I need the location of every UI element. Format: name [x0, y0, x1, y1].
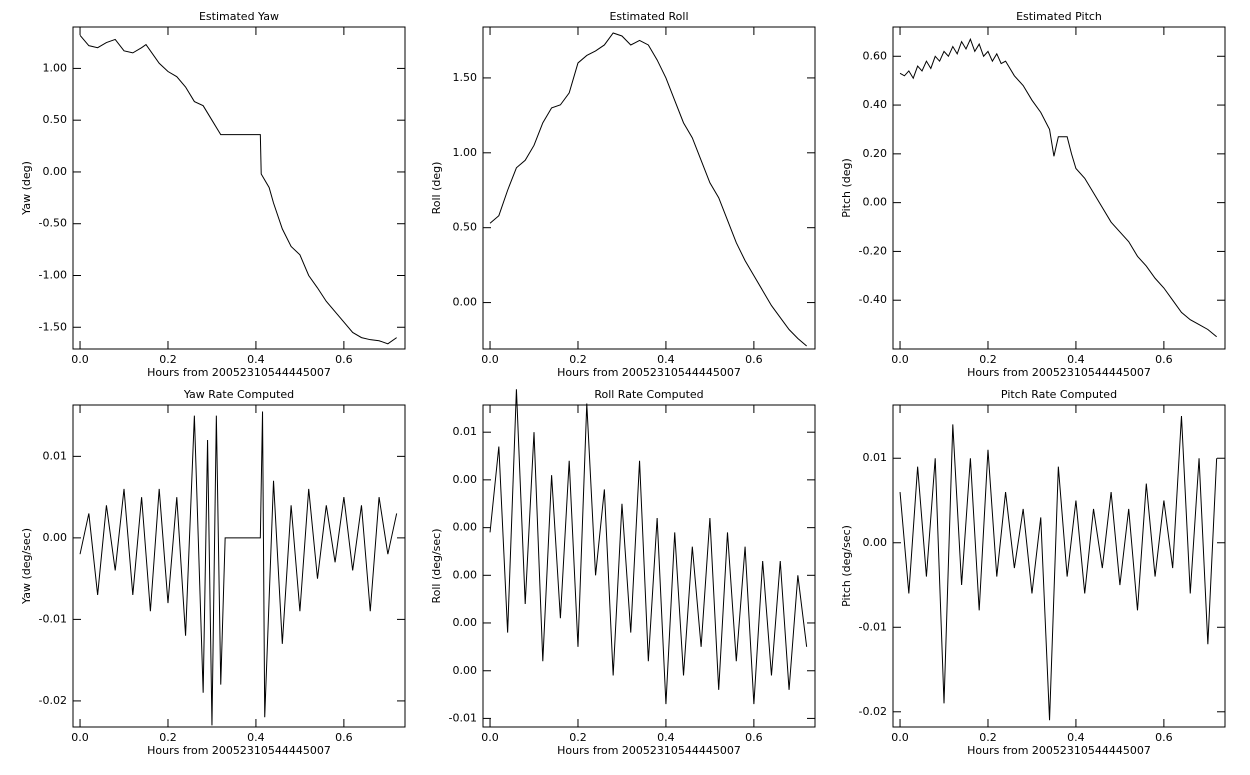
y-tick-label: 0.00 [863, 196, 888, 209]
x-tick-label: 0.6 [745, 731, 763, 744]
chart-title: Estimated Pitch [1016, 10, 1102, 23]
data-line [899, 37, 1217, 338]
x-tick-label: 0.4 [247, 731, 265, 744]
x-tick-label: 0.0 [891, 353, 909, 366]
data-line [489, 389, 808, 705]
plot-frame [482, 26, 816, 350]
x-tick-label: 0.0 [481, 353, 499, 366]
x-tick-label: 0.4 [657, 353, 675, 366]
x-tick-label: 0.0 [891, 731, 909, 744]
y-tick-label: 0.20 [863, 147, 888, 160]
y-tick-label: 0.00 [453, 616, 478, 629]
x-tick-label: 0.4 [247, 353, 265, 366]
y-tick-label: -1.50 [39, 320, 67, 333]
data-line [899, 415, 1218, 721]
x-tick-label: 0.2 [979, 353, 997, 366]
x-tick-label: 0.0 [71, 731, 89, 744]
y-tick-label: 1.00 [453, 146, 478, 159]
y-tick-label: 1.00 [43, 61, 68, 74]
x-tick-label: 0.4 [657, 731, 675, 744]
x-tick-label: 0.2 [979, 731, 997, 744]
y-axis-label: Yaw (deg/sec) [20, 528, 33, 605]
x-axis-label: Hours from 20052310544445007 [967, 744, 1151, 757]
plot-frame [892, 26, 1226, 350]
y-tick-label: -0.40 [859, 293, 887, 306]
y-tick-label: -0.02 [39, 694, 67, 707]
y-tick-label: -0.01 [859, 620, 887, 633]
y-tick-label: 0.00 [453, 473, 478, 486]
x-axis-label: Hours from 20052310544445007 [147, 744, 331, 757]
y-tick-label: 0.00 [43, 531, 68, 544]
data-line [489, 32, 807, 347]
y-tick-label: 0.01 [453, 425, 478, 438]
x-axis-label: Hours from 20052310544445007 [967, 366, 1151, 379]
plot-frame [892, 404, 1226, 728]
x-tick-label: 0.2 [159, 353, 177, 366]
chart-title: Pitch Rate Computed [1001, 388, 1117, 401]
x-tick-label: 0.6 [335, 353, 353, 366]
y-tick-label: -0.20 [859, 244, 887, 257]
x-tick-label: 0.6 [1155, 731, 1173, 744]
y-tick-label: 0.00 [453, 664, 478, 677]
y-axis-label: Roll (deg/sec) [430, 528, 443, 603]
y-tick-label: -0.50 [39, 217, 67, 230]
x-tick-label: 0.0 [71, 353, 89, 366]
x-tick-label: 0.2 [159, 731, 177, 744]
x-tick-label: 0.0 [481, 731, 499, 744]
x-tick-label: 0.6 [335, 731, 353, 744]
y-axis-label: Pitch (deg/sec) [840, 525, 853, 607]
y-axis-label: Yaw (deg) [20, 161, 33, 216]
x-axis-label: Hours from 20052310544445007 [557, 366, 741, 379]
x-tick-label: 0.4 [1067, 731, 1085, 744]
chart-title: Yaw Rate Computed [183, 388, 294, 401]
y-tick-label: 0.00 [453, 568, 478, 581]
y-tick-label: 0.40 [863, 98, 888, 111]
y-tick-label: 0.50 [453, 221, 478, 234]
y-tick-label: -0.01 [449, 711, 477, 724]
chart-title: Roll Rate Computed [594, 388, 703, 401]
plot-frame [72, 404, 406, 728]
x-tick-label: 0.6 [745, 353, 763, 366]
x-tick-label: 0.6 [1155, 353, 1173, 366]
y-tick-label: 0.00 [453, 296, 478, 309]
y-tick-label: 0.00 [43, 165, 68, 178]
y-tick-label: -0.02 [859, 705, 887, 718]
x-axis-label: Hours from 20052310544445007 [557, 744, 741, 757]
chart-title: Estimated Roll [609, 10, 688, 23]
chart-title: Estimated Yaw [199, 10, 279, 23]
y-tick-label: 0.01 [43, 449, 68, 462]
data-line [79, 411, 398, 726]
data-line [79, 34, 397, 345]
x-tick-label: 0.4 [1067, 353, 1085, 366]
y-tick-label: 0.00 [863, 536, 888, 549]
y-tick-label: 0.01 [863, 451, 888, 464]
y-tick-label: 1.50 [453, 71, 478, 84]
plot-frame [482, 404, 816, 728]
y-tick-label: -1.00 [39, 268, 67, 281]
y-axis-label: Pitch (deg) [840, 158, 853, 218]
plot-frame [72, 26, 406, 350]
y-tick-label: 0.60 [863, 49, 888, 62]
x-tick-label: 0.2 [569, 731, 587, 744]
y-tick-label: -0.01 [39, 612, 67, 625]
y-tick-label: 0.00 [453, 521, 478, 534]
x-tick-label: 0.2 [569, 353, 587, 366]
y-tick-label: 0.50 [43, 113, 68, 126]
x-axis-label: Hours from 20052310544445007 [147, 366, 331, 379]
y-axis-label: Roll (deg) [430, 162, 443, 215]
